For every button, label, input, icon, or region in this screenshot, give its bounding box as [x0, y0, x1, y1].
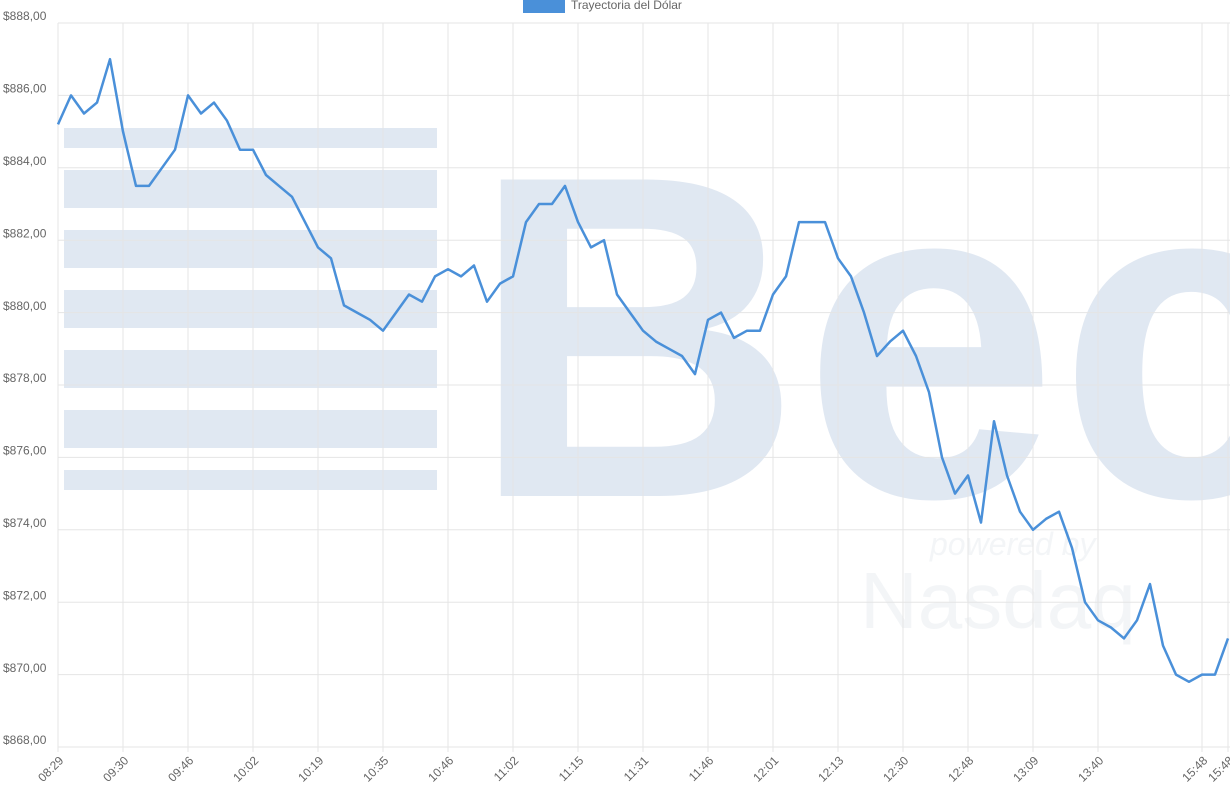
x-tick-label: 10:02: [230, 753, 261, 784]
x-tick-label: 12:01: [750, 753, 781, 784]
y-tick-label: $880,00: [3, 299, 47, 313]
watermark-brand: Bec: [470, 81, 1230, 594]
x-tick-label: 08:29: [35, 753, 66, 784]
x-tick-label: 09:30: [100, 753, 131, 784]
watermark: Bec powered by Nasdaq: [64, 81, 1230, 645]
y-tick-label: $874,00: [3, 516, 47, 530]
legend-swatch: [523, 0, 565, 13]
x-tick-label: 13:40: [1075, 753, 1106, 784]
watermark-partner: Nasdaq: [860, 556, 1136, 645]
x-tick-label: 11:46: [686, 753, 717, 784]
x-tick-label: 10:35: [360, 753, 391, 784]
x-tick-label: 10:19: [295, 753, 326, 784]
data-line: [56, 57, 1230, 684]
x-tick-label: 15:48: [1205, 753, 1230, 784]
x-tick-label: 11:15: [556, 753, 587, 784]
x-tick-label: 12:13: [815, 753, 846, 784]
y-tick-label: $878,00: [3, 371, 47, 385]
legend-label: Trayectoria del Dólar: [571, 0, 682, 12]
y-tick-label: $882,00: [3, 226, 47, 240]
watermark-stripes: [64, 128, 437, 490]
x-tick-label: 12:48: [945, 753, 976, 784]
y-tick-label: $868,00: [3, 733, 47, 747]
y-tick-label: $870,00: [3, 661, 47, 675]
y-tick-label: $872,00: [3, 588, 47, 602]
x-tick-label: 11:31: [621, 753, 652, 784]
y-tick-label: $884,00: [3, 154, 47, 168]
y-tick-label: $886,00: [3, 82, 47, 96]
x-tick-label: 12:30: [880, 753, 911, 784]
x-tick-label: 09:46: [165, 753, 196, 784]
x-tick-label: 11:02: [491, 753, 522, 784]
x-tick-label: 13:09: [1010, 753, 1041, 784]
x-tick-label: 15:48: [1179, 753, 1210, 784]
y-tick-label: $888,00: [3, 9, 47, 23]
y-tick-label: $876,00: [3, 444, 47, 458]
x-tick-label: 10:46: [425, 753, 456, 784]
